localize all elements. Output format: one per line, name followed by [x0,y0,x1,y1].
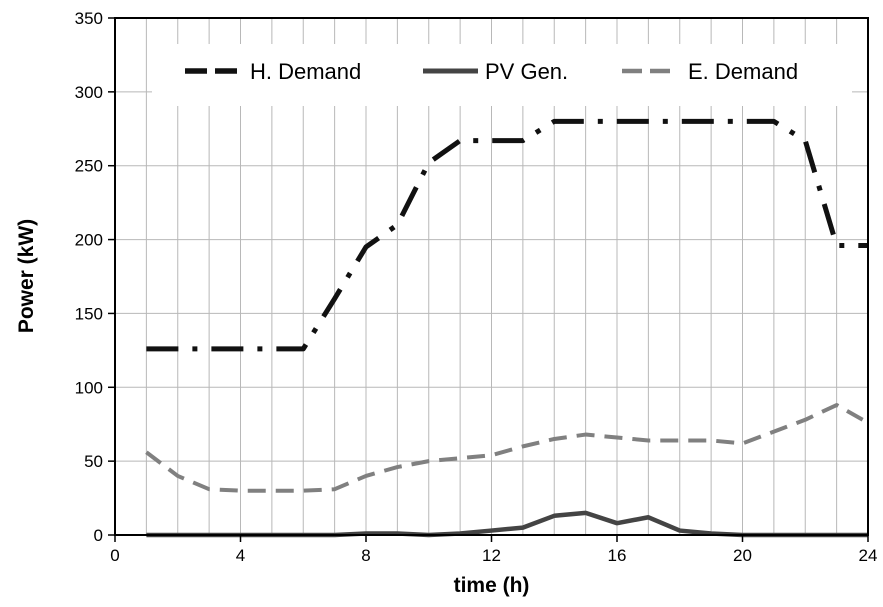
data-point [239,347,243,351]
data-point [615,521,619,525]
y-tick-label: 300 [75,83,103,102]
data-point [395,465,399,469]
data-point [646,119,650,123]
data-point [741,441,745,445]
data-point [176,474,180,478]
data-point [803,139,807,143]
data-point [772,119,776,123]
data-point [395,223,399,227]
data-point [490,139,494,143]
data-point [552,437,556,441]
data-point [552,119,556,123]
data-point [144,347,148,351]
data-point [678,438,682,442]
data-point [552,514,556,518]
legend-label: H. Demand [250,59,361,84]
x-tick-label: 0 [110,546,119,565]
data-point [270,347,274,351]
data-point [301,489,305,493]
data-point [521,526,525,530]
series-lines [144,118,869,538]
data-point [584,433,588,437]
data-point [270,489,274,493]
data-point [458,456,462,460]
data-point [741,119,745,123]
data-point [458,139,462,143]
data-point [646,438,650,442]
data-point [490,453,494,457]
data-point [427,459,431,463]
data-point [803,418,807,422]
y-tick-label: 50 [84,452,103,471]
data-point [490,529,494,533]
data-point [772,430,776,434]
data-point [239,489,243,493]
data-point [678,119,682,123]
data-point [709,438,713,442]
data-point [207,347,211,351]
data-point [333,297,337,301]
data-point [521,139,525,143]
data-point [835,403,839,407]
y-tick-label: 200 [75,231,103,250]
data-point [709,119,713,123]
x-tick-label: 16 [608,546,627,565]
x-tick-label: 20 [733,546,752,565]
data-point [427,161,431,165]
x-tick-label: 24 [859,546,878,565]
x-tick-label: 8 [361,546,370,565]
x-tick-label: 12 [482,546,501,565]
data-point [364,474,368,478]
data-point [176,347,180,351]
data-point [615,436,619,440]
y-tick-label: 350 [75,9,103,28]
axis-ticks: 0 50 100 150 200 250 300 350 0 4 8 12 16 20 24 [75,9,878,565]
series-line-0 [146,118,868,352]
y-tick-label: 0 [94,526,103,545]
y-tick-label: 150 [75,304,103,323]
data-point [301,347,305,351]
data-point [521,444,525,448]
data-point [584,511,588,515]
data-point [646,515,650,519]
x-axis-title: time (h) [454,574,530,597]
legend-background [152,44,852,106]
legend-label: PV Gen. [485,59,568,84]
y-axis-title: Power (kW) [15,219,38,333]
y-tick-label: 100 [75,378,103,397]
y-tick-label: 250 [75,157,103,176]
data-point [364,245,368,249]
legend: H. Demand PV Gen. E. Demand [185,59,798,84]
series-line-2 [145,403,869,493]
series-line-1 [146,510,868,538]
legend-label: E. Demand [688,59,798,84]
data-point [333,487,337,491]
data-point [835,243,839,247]
data-point [207,487,211,491]
data-point [584,119,588,123]
data-point [678,529,682,533]
data-point [144,450,148,454]
data-point [615,119,619,123]
x-tick-label: 4 [236,546,245,565]
